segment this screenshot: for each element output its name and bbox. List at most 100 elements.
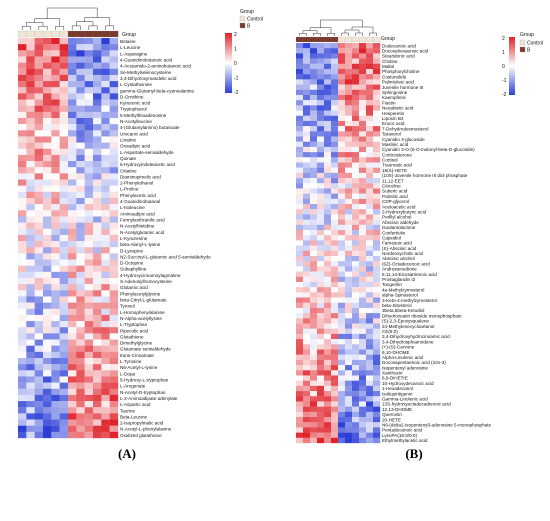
heatmap-cell bbox=[26, 339, 35, 346]
heatmap-cell bbox=[109, 204, 119, 211]
heatmap-cell bbox=[338, 188, 346, 194]
heatmap-cell bbox=[345, 188, 353, 194]
heatmap-cell bbox=[352, 333, 360, 340]
heatmap-cell bbox=[324, 157, 332, 163]
heatmap-cell bbox=[34, 130, 44, 137]
heatmap-cell bbox=[93, 191, 102, 199]
heatmap-cell bbox=[303, 245, 311, 251]
heatmap-cell bbox=[338, 240, 346, 246]
heatmap-cell bbox=[317, 178, 325, 184]
heatmap-cell bbox=[359, 323, 367, 329]
heatmap-cell bbox=[324, 224, 332, 231]
heatmap-cell bbox=[366, 281, 374, 288]
heatmap-cell bbox=[352, 162, 360, 168]
row-label: 4a-Methylzymosterol bbox=[382, 287, 424, 292]
heatmap-cell bbox=[59, 419, 69, 426]
row-label: Oxoadipic acid bbox=[120, 144, 151, 149]
heatmap-cell bbox=[310, 162, 318, 168]
heatmap-cell bbox=[109, 234, 119, 242]
heatmap-cell bbox=[109, 68, 119, 76]
heatmap-cell bbox=[68, 308, 77, 316]
heatmap-cell bbox=[324, 136, 332, 142]
heatmap-cell bbox=[366, 43, 374, 49]
heatmap-cell bbox=[352, 235, 360, 241]
heatmap-cell bbox=[345, 224, 353, 231]
heatmap-cell bbox=[366, 328, 374, 335]
heatmap-cell bbox=[68, 382, 77, 389]
heatmap-cell bbox=[26, 247, 35, 254]
heatmap-cell bbox=[43, 62, 52, 69]
heatmap-cell bbox=[101, 105, 110, 112]
heatmap-cell bbox=[359, 68, 367, 75]
heatmap-cell bbox=[51, 394, 60, 402]
heatmap-cell bbox=[18, 56, 27, 63]
heatmap-cell bbox=[338, 63, 346, 70]
heatmap-cell bbox=[324, 292, 332, 298]
heatmap-cell bbox=[373, 162, 381, 168]
heatmap-cell bbox=[51, 154, 60, 162]
row-label: 1-Hexadecanol bbox=[382, 386, 413, 391]
heatmap-cell bbox=[43, 161, 52, 168]
heatmap-cell bbox=[26, 259, 35, 266]
heatmap-cell bbox=[366, 152, 374, 158]
heatmap-cell bbox=[352, 417, 360, 423]
heatmap-cell bbox=[310, 58, 318, 64]
heatmap-cell bbox=[18, 50, 27, 57]
heatmap-cell bbox=[338, 178, 346, 184]
heatmap-cell bbox=[366, 126, 374, 132]
heatmap-cell bbox=[59, 154, 69, 162]
heatmap-cell bbox=[324, 359, 332, 366]
heatmap-cell bbox=[101, 370, 110, 377]
heatmap-cell bbox=[76, 148, 85, 156]
heatmap-cell bbox=[317, 53, 325, 59]
heatmap-cell bbox=[359, 110, 367, 116]
heatmap-cell bbox=[303, 344, 311, 350]
group-annotation-cell bbox=[344, 36, 353, 43]
heatmap-cell bbox=[59, 56, 69, 63]
heatmap-cell bbox=[109, 44, 119, 51]
row-label: Formylanthranilic acid bbox=[120, 218, 165, 223]
heatmap-cell bbox=[345, 370, 353, 376]
heatmap-cell bbox=[317, 84, 325, 90]
heatmap-cell bbox=[359, 172, 367, 179]
heatmap-cell bbox=[84, 425, 94, 432]
heatmap-cell bbox=[34, 161, 44, 168]
group-annotation-cell bbox=[76, 30, 85, 38]
heatmap-cell bbox=[93, 118, 102, 125]
heatmap-cell bbox=[76, 401, 85, 408]
heatmap-cell bbox=[345, 437, 353, 444]
heatmap-cell bbox=[324, 89, 332, 96]
heatmap-cell bbox=[93, 308, 102, 316]
heatmap-cell bbox=[317, 318, 325, 324]
heatmap-cell bbox=[34, 124, 44, 131]
heatmap-cell bbox=[310, 224, 318, 231]
heatmap-cell bbox=[18, 339, 27, 346]
heatmap-cell bbox=[310, 214, 318, 220]
heatmap-cell bbox=[93, 62, 102, 69]
heatmap-cell bbox=[296, 292, 304, 298]
heatmap-cell bbox=[93, 154, 102, 162]
heatmap-cell bbox=[93, 388, 102, 396]
heatmap-cell bbox=[76, 358, 85, 365]
heatmap-cell bbox=[34, 105, 44, 112]
heatmap-cell bbox=[93, 413, 102, 420]
row-label: Choline bbox=[382, 59, 398, 64]
heatmap-cell bbox=[43, 154, 52, 162]
heatmap-cell bbox=[352, 131, 360, 137]
heatmap-cell bbox=[101, 321, 110, 328]
heatmap-cell bbox=[43, 191, 52, 199]
heatmap-cell bbox=[101, 413, 110, 420]
heatmap-cell bbox=[317, 245, 325, 251]
heatmap-cell bbox=[68, 425, 77, 432]
heatmap-cell bbox=[76, 118, 85, 125]
heatmap-cell bbox=[51, 74, 60, 82]
heatmap-cell bbox=[345, 84, 353, 90]
heatmap-cell bbox=[43, 105, 52, 112]
heatmap-cell bbox=[26, 333, 35, 340]
heatmap-cell bbox=[338, 53, 346, 59]
row-label: Urocanic acid bbox=[120, 131, 148, 136]
heatmap-cell bbox=[373, 94, 381, 101]
heatmap-cell bbox=[338, 250, 346, 257]
heatmap-cell bbox=[366, 427, 374, 433]
heatmap-cell bbox=[101, 68, 110, 76]
